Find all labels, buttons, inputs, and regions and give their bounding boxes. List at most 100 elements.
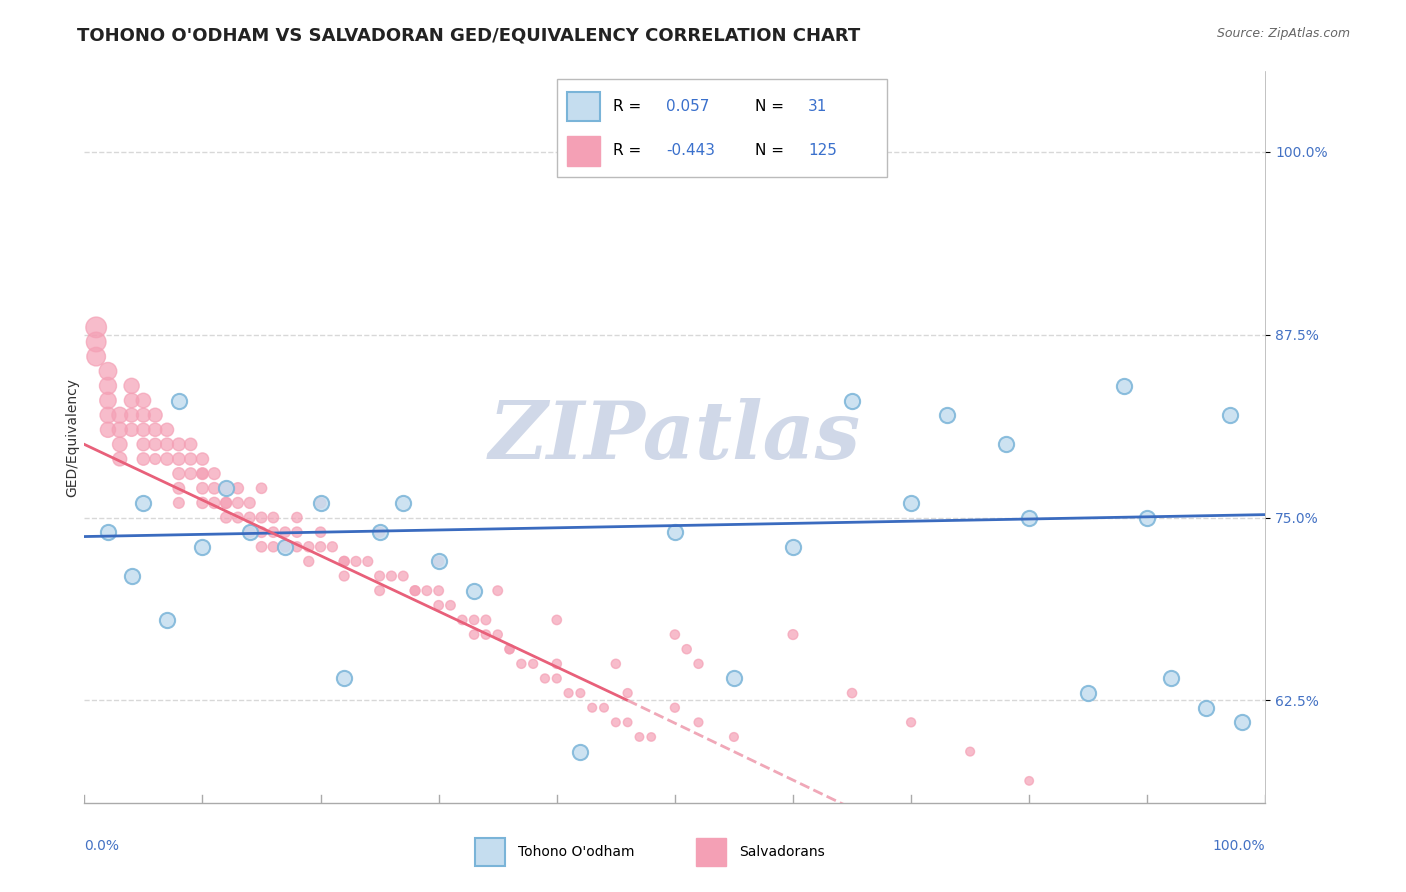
Point	[368, 525, 391, 540]
Text: 100.0%: 100.0%	[1213, 839, 1265, 854]
Point	[1018, 510, 1040, 524]
Point	[226, 510, 249, 524]
Text: 0.0%: 0.0%	[84, 839, 120, 854]
Point	[333, 554, 356, 568]
Point	[557, 686, 579, 700]
Point	[156, 452, 179, 467]
Point	[191, 467, 214, 481]
Point	[900, 496, 922, 510]
Point	[900, 715, 922, 730]
Point	[132, 496, 155, 510]
Point	[156, 423, 179, 437]
Point	[427, 599, 450, 613]
Point	[605, 657, 627, 671]
Point	[274, 525, 297, 540]
Point	[510, 657, 533, 671]
Point	[180, 467, 202, 481]
Point	[404, 583, 426, 598]
Point	[368, 525, 391, 540]
Point	[1112, 379, 1135, 393]
Point	[180, 452, 202, 467]
Point	[226, 496, 249, 510]
Point	[215, 481, 238, 495]
Point	[321, 540, 343, 554]
Point	[333, 569, 356, 583]
Point	[250, 481, 273, 495]
Point	[121, 569, 143, 583]
Point	[108, 408, 131, 422]
Point	[427, 554, 450, 568]
Point	[239, 510, 262, 524]
Text: ZIPatlas: ZIPatlas	[489, 399, 860, 475]
Point	[202, 481, 225, 495]
Point	[664, 700, 686, 714]
Text: Source: ZipAtlas.com: Source: ZipAtlas.com	[1216, 27, 1350, 40]
Point	[202, 496, 225, 510]
Point	[202, 467, 225, 481]
Point	[84, 334, 107, 349]
Point	[143, 452, 166, 467]
Point	[498, 642, 520, 657]
Point	[309, 540, 332, 554]
Point	[688, 657, 710, 671]
Point	[723, 672, 745, 686]
Point	[309, 496, 332, 510]
Point	[959, 745, 981, 759]
Point	[309, 496, 332, 510]
Point	[616, 686, 638, 700]
Point	[262, 540, 284, 554]
Point	[97, 423, 120, 437]
Point	[593, 700, 616, 714]
Point	[463, 627, 485, 641]
Point	[226, 481, 249, 495]
Point	[333, 672, 356, 686]
Point	[121, 393, 143, 408]
Point	[239, 525, 262, 540]
Point	[84, 350, 107, 364]
Point	[628, 730, 651, 744]
Point	[1230, 715, 1253, 730]
Point	[569, 745, 592, 759]
Point	[132, 408, 155, 422]
Point	[522, 657, 544, 671]
Point	[132, 423, 155, 437]
Point	[215, 481, 238, 495]
Point	[167, 437, 190, 451]
Point	[1219, 408, 1241, 422]
Point	[486, 583, 509, 598]
Point	[143, 408, 166, 422]
Point	[191, 481, 214, 495]
Point	[180, 437, 202, 451]
Point	[309, 525, 332, 540]
Point	[274, 540, 297, 554]
Point	[239, 525, 262, 540]
Point	[121, 408, 143, 422]
Point	[84, 320, 107, 334]
Point	[121, 379, 143, 393]
Point	[640, 730, 662, 744]
Point	[451, 613, 474, 627]
Point	[298, 540, 321, 554]
Point	[368, 583, 391, 598]
Point	[569, 686, 592, 700]
Point	[427, 583, 450, 598]
Point	[1195, 700, 1218, 714]
Point	[357, 554, 380, 568]
Point	[935, 408, 957, 422]
Point	[475, 627, 498, 641]
Point	[664, 627, 686, 641]
Point	[782, 540, 804, 554]
Point	[498, 642, 520, 657]
Point	[546, 672, 568, 686]
Point	[97, 525, 120, 540]
Point	[404, 583, 426, 598]
Point	[215, 496, 238, 510]
Point	[121, 423, 143, 437]
Point	[841, 686, 863, 700]
Point	[274, 540, 297, 554]
Point	[156, 437, 179, 451]
Point	[108, 423, 131, 437]
Point	[108, 437, 131, 451]
Point	[344, 554, 367, 568]
Point	[97, 408, 120, 422]
